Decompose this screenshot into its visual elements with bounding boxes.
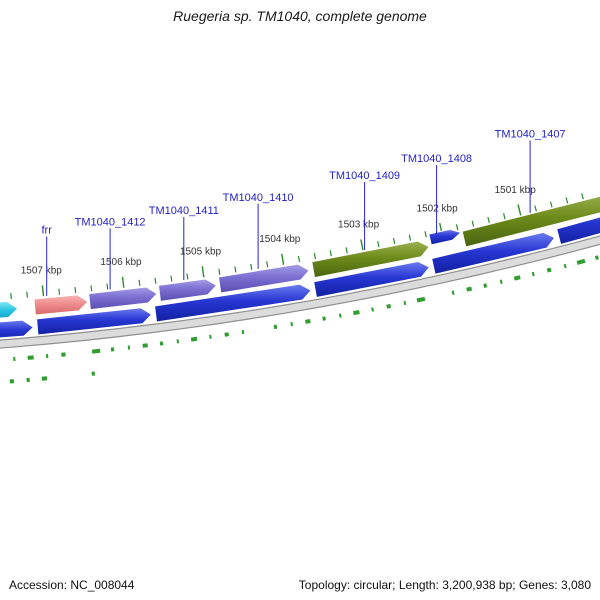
status-bar: Accession: NC_008044 Topology: circular;… — [0, 570, 600, 600]
cds-gene-arrow[interactable] — [0, 319, 35, 342]
minor-tick — [218, 268, 221, 275]
minor-tick — [90, 285, 93, 292]
gene-arrow-TM1040_1412[interactable] — [88, 286, 158, 311]
inner-ring2-gene — [41, 376, 48, 381]
minor-tick — [138, 279, 141, 286]
scale-label: 1502 kbp — [417, 203, 459, 214]
gene-arrow-TM1040_1410[interactable] — [217, 263, 310, 294]
scale-label: 1504 kbp — [259, 234, 301, 245]
gene-label[interactable]: TM1040_1408 — [401, 153, 472, 165]
inner-ring-gene — [513, 275, 521, 281]
major-tick — [281, 253, 285, 265]
minor-tick — [106, 283, 109, 290]
inner-ring-gene — [499, 279, 503, 284]
inner-ring-gene — [142, 343, 148, 348]
minor-tick — [549, 201, 553, 208]
minor-tick — [313, 253, 316, 260]
gene-label[interactable]: TM1040_1410 — [223, 192, 294, 204]
minor-tick — [234, 266, 237, 273]
gene-label[interactable]: TM1040_1409 — [329, 170, 400, 182]
minor-tick — [345, 247, 348, 254]
minor-tick — [250, 263, 253, 270]
minor-tick — [424, 231, 427, 238]
scale-label: 1505 kbp — [180, 246, 222, 257]
minor-tick — [26, 291, 28, 298]
inner-ring-gene — [451, 290, 455, 295]
major-tick — [41, 285, 45, 297]
cds-gene-arrow[interactable] — [36, 307, 153, 336]
gene-label[interactable]: frr — [42, 225, 53, 237]
inner-ring-gene — [224, 332, 229, 337]
minor-tick — [329, 250, 332, 257]
page-title: Ruegeria sp. TM1040, complete genome — [173, 8, 427, 24]
scale-label: 1506 kbp — [100, 257, 142, 268]
major-tick — [517, 204, 522, 216]
inner-ring-gene — [546, 267, 552, 273]
minor-tick — [266, 261, 269, 268]
minor-tick — [170, 275, 173, 282]
minor-tick — [408, 234, 412, 241]
minor-tick — [455, 224, 459, 231]
gene-label[interactable]: TM1040_1407 — [495, 128, 566, 140]
inner-ring-gene — [305, 319, 311, 324]
inner-ring-gene — [273, 324, 278, 330]
inner-ring-gene — [531, 271, 535, 277]
genome-summary-text: Topology: circular; Length: 3,200,938 bp… — [298, 578, 591, 592]
minor-tick — [392, 237, 396, 245]
minor-tick — [58, 288, 61, 295]
cds-gene-arrow[interactable] — [431, 231, 556, 275]
major-tick — [121, 276, 125, 288]
scale-label: 1501 kbp — [495, 185, 537, 196]
minor-tick — [534, 205, 537, 212]
scale-label: 1503 kbp — [338, 220, 380, 231]
inner-ring-gene — [576, 258, 586, 265]
minor-tick — [503, 213, 506, 220]
minor-tick — [297, 255, 301, 263]
minor-tick — [377, 241, 380, 248]
minor-tick — [154, 277, 157, 284]
inner-ring-gene — [27, 355, 34, 360]
minor-tick — [186, 273, 189, 280]
gene-label[interactable]: TM1040_1411 — [149, 205, 219, 217]
inner-ring-gene — [386, 303, 392, 309]
gene-arrow-TM1040_1411[interactable] — [157, 278, 218, 302]
minor-tick — [10, 293, 12, 300]
minor-tick — [565, 197, 569, 204]
minor-tick — [581, 193, 584, 200]
gene-arrow-TM1040_1407[interactable] — [461, 192, 600, 248]
inner-ring-gene — [563, 263, 567, 269]
gene-arrow-TM1040_1409[interactable] — [311, 240, 430, 279]
inner-ring-gene — [353, 310, 360, 316]
inner-ring-gene — [322, 316, 326, 321]
scale-label: 1507 kbp — [21, 265, 63, 276]
inner-ring-gene — [91, 348, 101, 354]
inner-ring-gene — [190, 336, 198, 342]
inner-ring-gene — [594, 255, 599, 260]
accession-text: Accession: NC_008044 — [9, 578, 135, 592]
cds-gene-arrow[interactable] — [556, 204, 600, 245]
gene-label[interactable]: TM1040_1412 — [75, 216, 146, 228]
cds-gene-arrow[interactable] — [313, 261, 431, 299]
inner-ring-gene — [483, 283, 488, 288]
gene-arrow-TM1040_1408[interactable] — [428, 228, 462, 246]
genome-backbone — [0, 235, 600, 349]
cds-gene-arrow[interactable] — [154, 283, 312, 323]
minor-tick — [74, 287, 77, 294]
minor-tick — [471, 220, 475, 227]
minor-tick — [487, 216, 490, 224]
major-tick — [360, 239, 364, 251]
inner-ring-gene — [466, 286, 473, 292]
inner-ring-gene — [416, 296, 426, 303]
gene-arrow-frr[interactable] — [33, 294, 89, 316]
major-tick — [201, 266, 205, 278]
gene-arrow[interactable] — [0, 300, 19, 321]
